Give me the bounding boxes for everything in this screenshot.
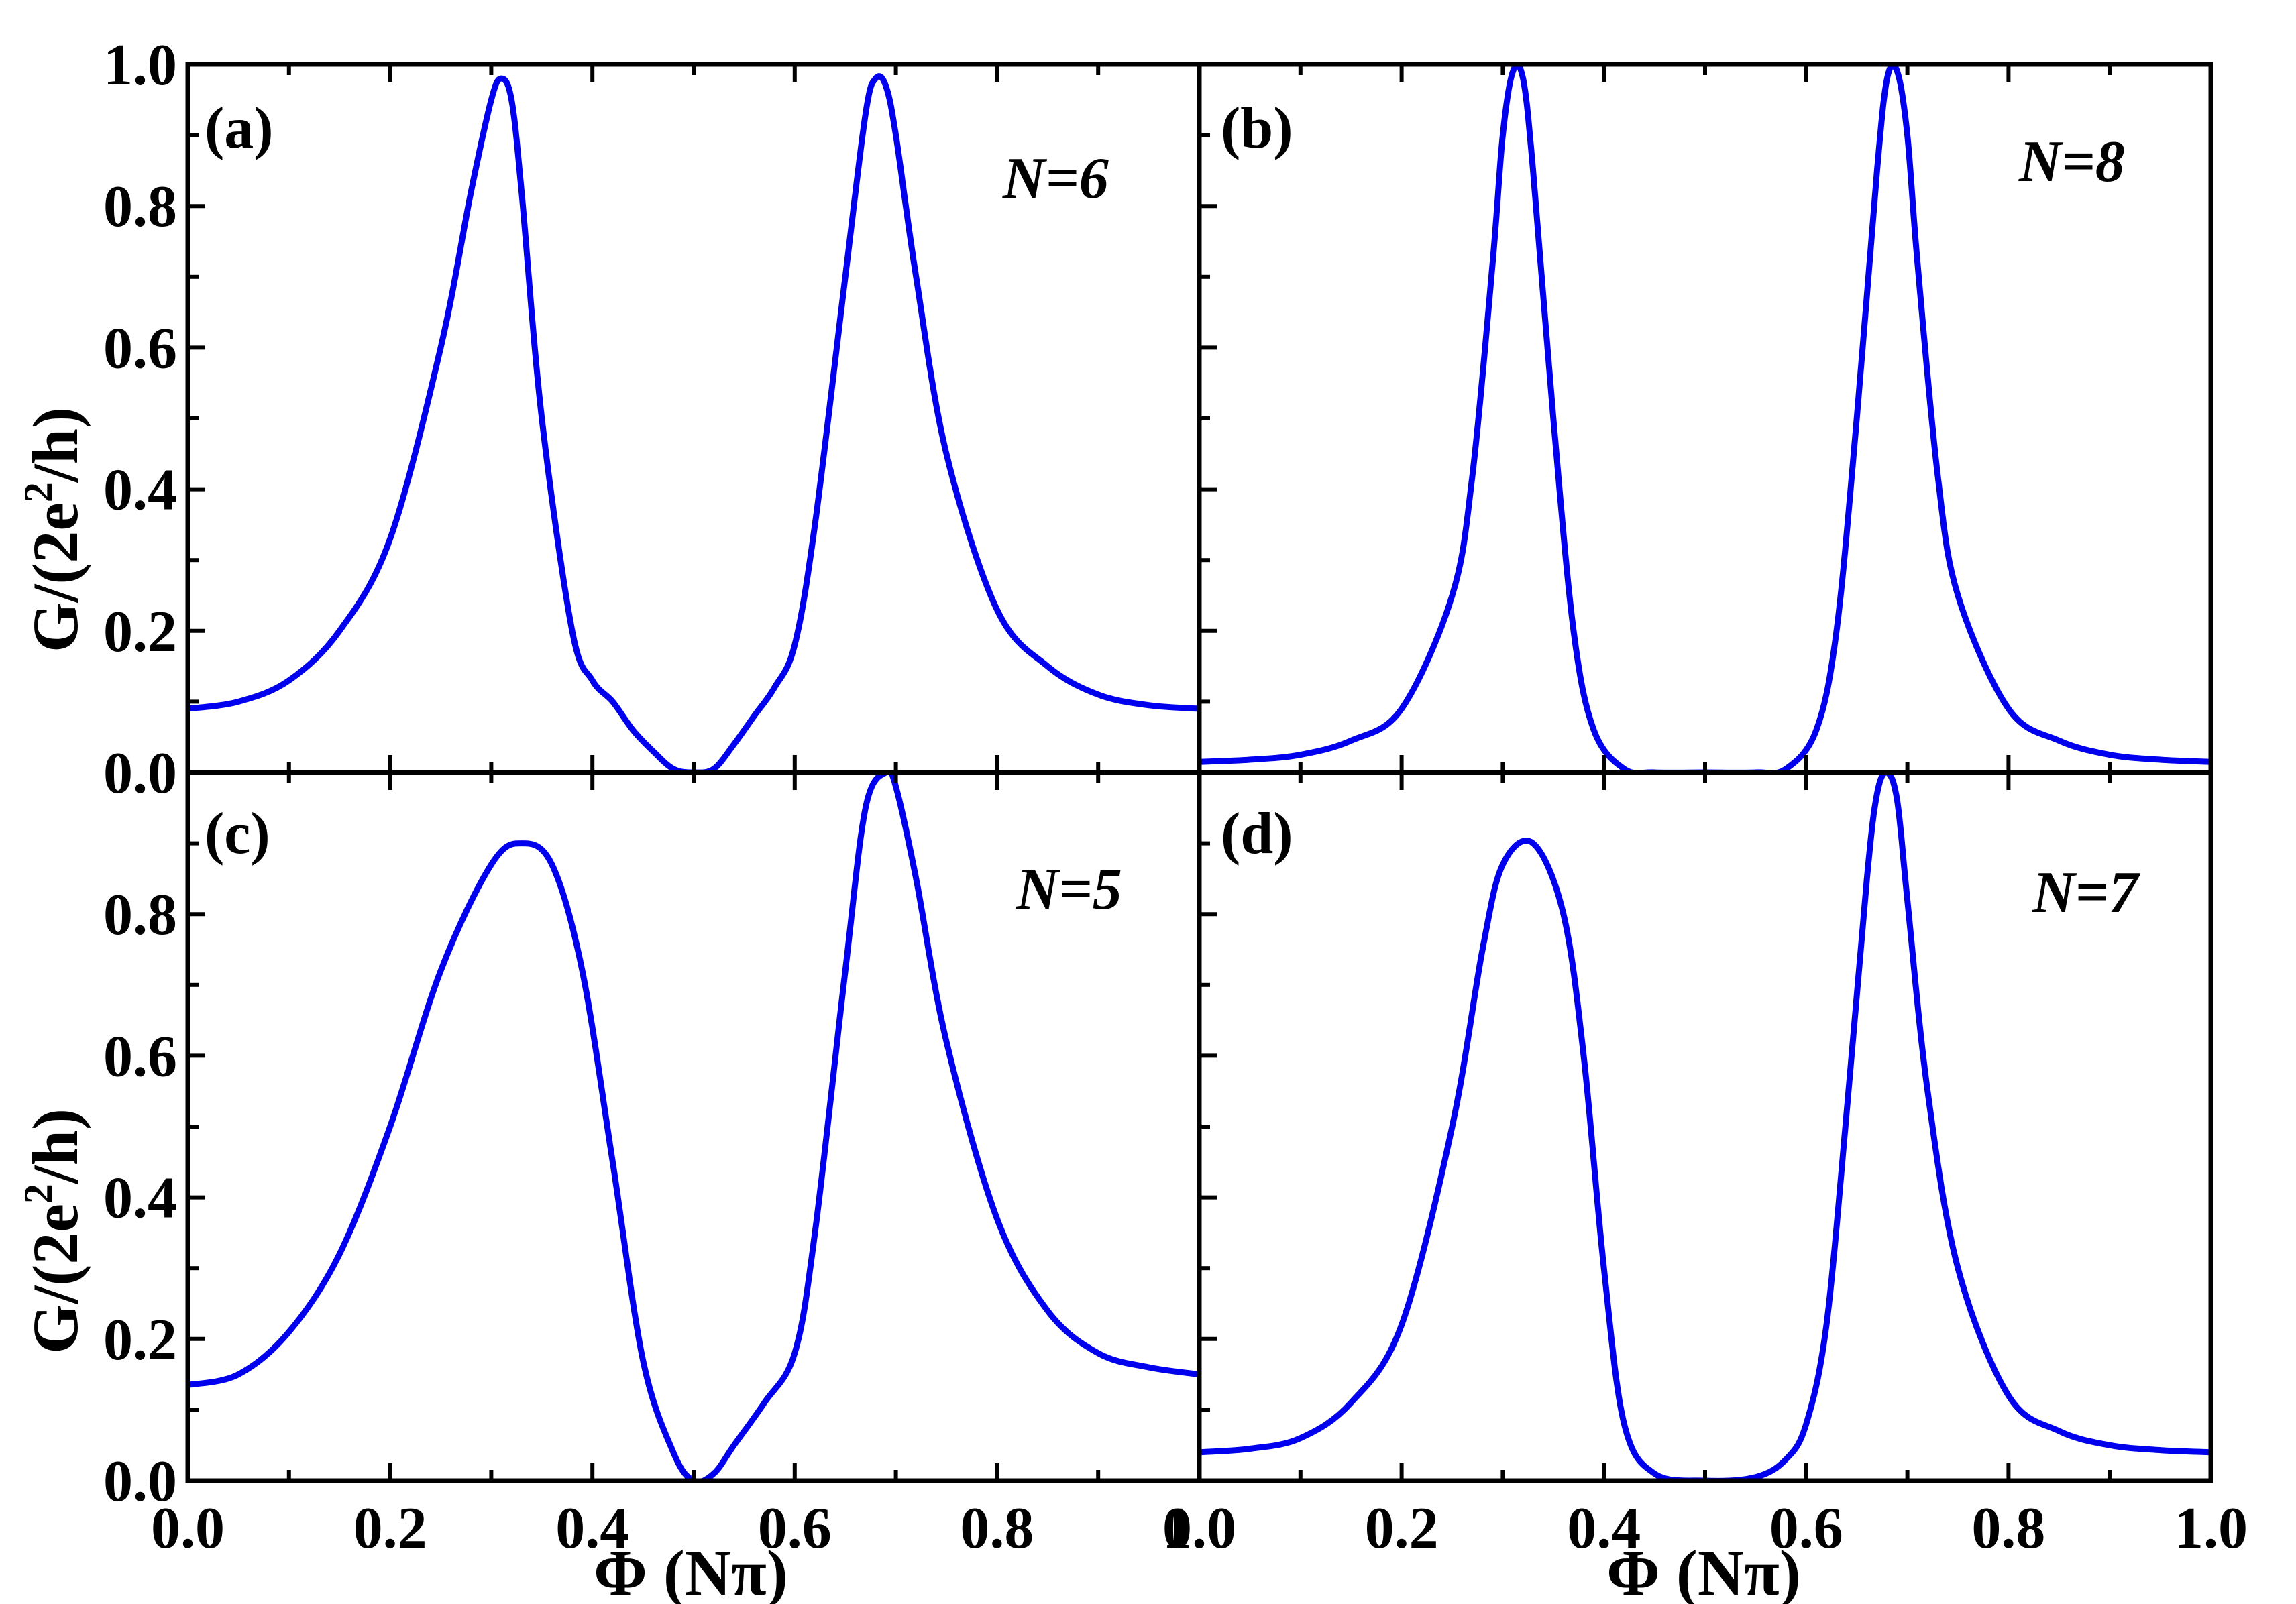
x-tick-label-c: 0.6 [758,1496,832,1561]
n-label-c: N=5 [1016,857,1122,922]
y-tick-label-a: 0.6 [103,316,177,381]
x-tick-label-d: 0.4 [1567,1496,1641,1561]
n-label-d: N=7 [2032,860,2140,925]
panel-tag-a: (a) [205,96,274,161]
y-tick-label-c: 0.4 [103,1166,177,1231]
y-axis-title-bottom: G/(2e2/h) [16,1108,91,1354]
x-tick-label-c: 0.8 [960,1496,1034,1561]
x-tick-label-d: 0.8 [1971,1496,2045,1561]
x-tick-label-c: 0.4 [555,1496,629,1561]
series-line-panel-c [188,772,1199,1481]
x-axis-title-left: Φ (Nπ) [594,1537,787,1604]
y-axis-title-top: G/(2e2/h) [16,407,91,652]
panel-tag-c: (c) [205,801,270,866]
y-tick-label-c: 0.8 [103,882,177,948]
x-axis-title-right: Φ (Nπ) [1606,1537,1800,1604]
n-label-b: N=8 [2018,129,2125,194]
panel-tag-b: (b) [1221,96,1293,161]
y-tick-label-c: 0.0 [103,1449,177,1514]
y-tick-label-a: 0.4 [103,458,177,523]
x-tick-label-d: 1.0 [2174,1496,2248,1561]
y-tick-label-a: 0.2 [103,599,177,665]
n-label-a: N=6 [1002,146,1109,211]
series-line-panel-d [1199,772,2211,1481]
x-tick-label-d: 0.6 [1769,1496,1843,1561]
x-tick-label-d: 0.2 [1365,1496,1439,1561]
y-tick-label-c: 0.6 [103,1024,177,1089]
y-tick-label-a: 0.0 [103,741,177,806]
series-line-panel-b [1199,64,2211,772]
y-tick-label-a: 1.0 [103,33,177,98]
x-tick-label-c: 0.0 [151,1496,225,1561]
x-tick-label-d: 0.0 [1162,1496,1236,1561]
axes-layer: 0.00.20.40.60.81.00.00.20.40.60.80.0 0.2 0… [103,33,2248,1561]
x-tick-label-c: 1.0 [1162,1496,1236,1561]
x-tick-label-c: 0.2 [353,1496,427,1561]
panel-tag-d: (d) [1221,801,1293,866]
y-tick-label-c: 0.2 [103,1308,177,1373]
y-tick-label-a: 0.8 [103,174,177,239]
